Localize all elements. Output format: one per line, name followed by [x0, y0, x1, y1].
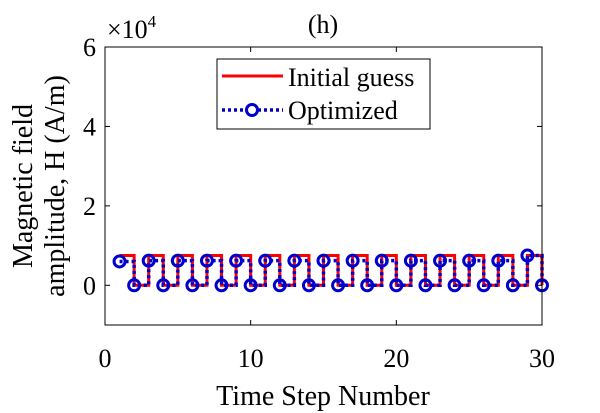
point-optimized — [462, 253, 477, 268]
x-tick-label: 10 — [238, 344, 264, 373]
point-optimized — [374, 253, 389, 268]
point-optimized — [520, 248, 535, 263]
y-exponent-label: ×104 — [107, 12, 157, 44]
legend-label-initial-guess: Initial guess — [288, 63, 414, 92]
point-optimized — [345, 253, 360, 268]
point-optimized — [505, 278, 520, 293]
ticks-layer: 0 10 20 30 0 2 4 6 — [83, 33, 555, 373]
point-optimized — [112, 254, 127, 269]
axes-box — [104, 46, 543, 326]
x-tick-label: 20 — [383, 344, 409, 373]
y-tick-label: 6 — [83, 33, 96, 62]
legend: Initial guess Optimized — [216, 58, 431, 130]
point-optimized — [243, 278, 258, 293]
point-optimized — [272, 278, 287, 293]
x-tick-label: 30 — [529, 344, 555, 373]
legend-marker-optimized — [245, 103, 259, 117]
point-optimized — [331, 278, 346, 293]
point-optimized — [199, 253, 214, 268]
point-optimized — [301, 278, 316, 293]
point-optimized — [389, 278, 404, 293]
point-optimized — [418, 278, 433, 293]
point-optimized — [316, 253, 331, 268]
y-tick-label: 4 — [83, 112, 96, 141]
point-optimized — [170, 253, 185, 268]
point-optimized — [229, 253, 244, 268]
y-axis-label-line-1: Magnetic field — [8, 104, 39, 268]
point-optimized — [491, 253, 506, 268]
chart-title: (h) — [308, 10, 338, 39]
point-optimized — [141, 253, 156, 268]
point-optimized — [360, 278, 375, 293]
legend-box — [216, 58, 431, 130]
point-optimized — [156, 278, 171, 293]
point-optimized — [214, 278, 229, 293]
point-optimized — [403, 253, 418, 268]
x-axis-label: Time Step Number — [216, 381, 430, 412]
series-line-initial-guess — [119, 254, 544, 287]
point-optimized — [287, 253, 302, 268]
y-tick-label: 0 — [83, 271, 96, 300]
y-exponent-base: ×10 — [107, 15, 148, 44]
y-axis-label-line-2: amplitude, H (A/m) — [40, 75, 71, 297]
x-tick-label: 0 — [99, 344, 112, 373]
point-optimized — [127, 278, 142, 293]
point-optimized — [433, 253, 448, 268]
y-tick-label: 2 — [83, 192, 96, 221]
point-optimized — [185, 278, 200, 293]
series-layer — [112, 248, 549, 293]
y-exponent-power: 4 — [148, 12, 157, 31]
point-optimized — [258, 253, 273, 268]
point-optimized — [476, 278, 491, 293]
point-optimized — [447, 278, 462, 293]
y-axis-label: Magnetic field amplitude, H (A/m) — [8, 75, 71, 297]
legend-label-optimized: Optimized — [288, 96, 398, 125]
